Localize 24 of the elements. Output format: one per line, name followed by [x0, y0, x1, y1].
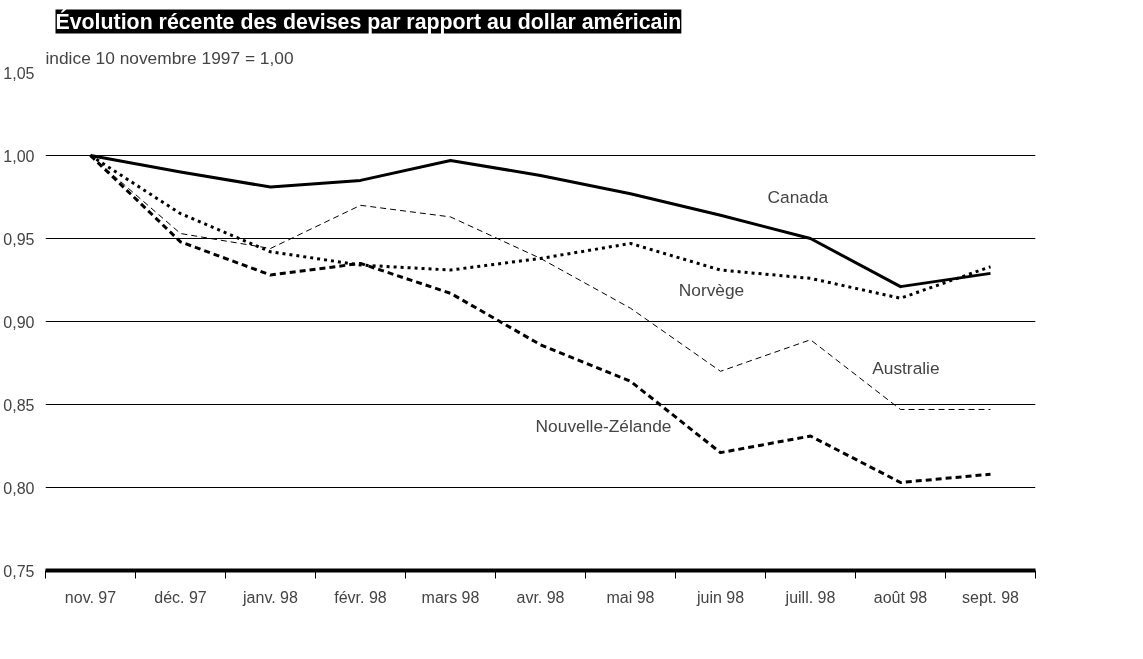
x-tick-label: juill. 98 [784, 588, 836, 606]
x-tick-label: févr. 98 [334, 588, 387, 606]
x-tick-label: août 98 [873, 588, 928, 606]
x-tick-label: avr. 98 [516, 588, 565, 606]
y-tick-label: 0,95 [3, 230, 35, 248]
y-tick-label: 0,80 [3, 479, 35, 497]
y-tick-label: 1,00 [3, 147, 35, 165]
x-tick-label: mai 98 [606, 588, 655, 606]
series-label: Norvège [678, 279, 745, 300]
x-tick-label: sept. 98 [962, 588, 1020, 606]
y-tick-label: 0,75 [3, 562, 35, 580]
y-tick-label: 1,05 [3, 64, 35, 82]
y-axis-title: indice 10 novembre 1997 = 1,00 [45, 47, 294, 68]
x-tick-label: janv. 98 [242, 588, 299, 606]
y-tick-label: 0,85 [3, 396, 35, 414]
y-tick-label: 0,90 [3, 313, 35, 331]
x-tick-label: juin 98 [695, 588, 745, 606]
chart-title: Évolution récente des devises par rapport au dollar américain [55, 8, 682, 34]
x-tick-label: déc. 97 [154, 588, 207, 606]
x-tick-label: mars 98 [421, 588, 480, 606]
x-tick-label: nov. 97 [64, 588, 117, 606]
series-label: Nouvelle-Zélande [535, 416, 672, 437]
series-label: Canada [767, 187, 829, 207]
series-label: Australie [872, 357, 940, 378]
